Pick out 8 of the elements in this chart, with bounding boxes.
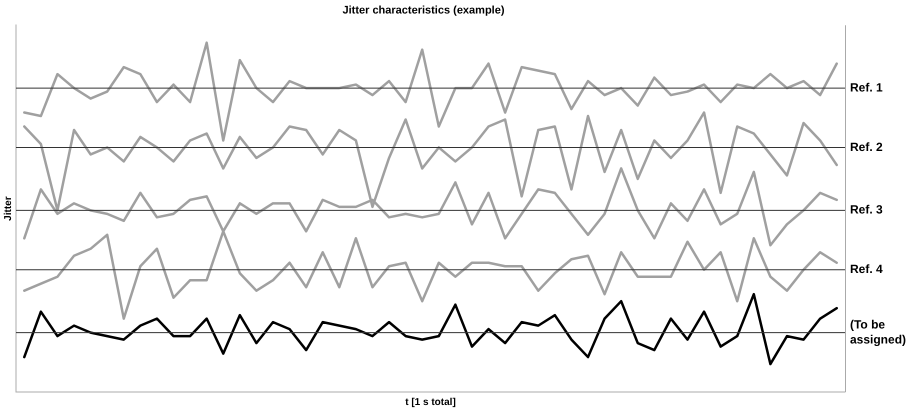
chart-title: Jitter characteristics (example): [342, 4, 505, 17]
ref-line-label: Ref. 1: [850, 80, 884, 94]
x-axis-title: t [1 s total]: [405, 396, 456, 408]
ref-line-label: (To be assigned): [850, 317, 906, 346]
ref-line-label: Ref. 2: [850, 140, 884, 154]
ref-line-label: Ref. 4: [850, 262, 884, 276]
y-axis-title: Jitter: [2, 196, 14, 221]
ref-line-label: Ref. 3: [850, 202, 884, 217]
